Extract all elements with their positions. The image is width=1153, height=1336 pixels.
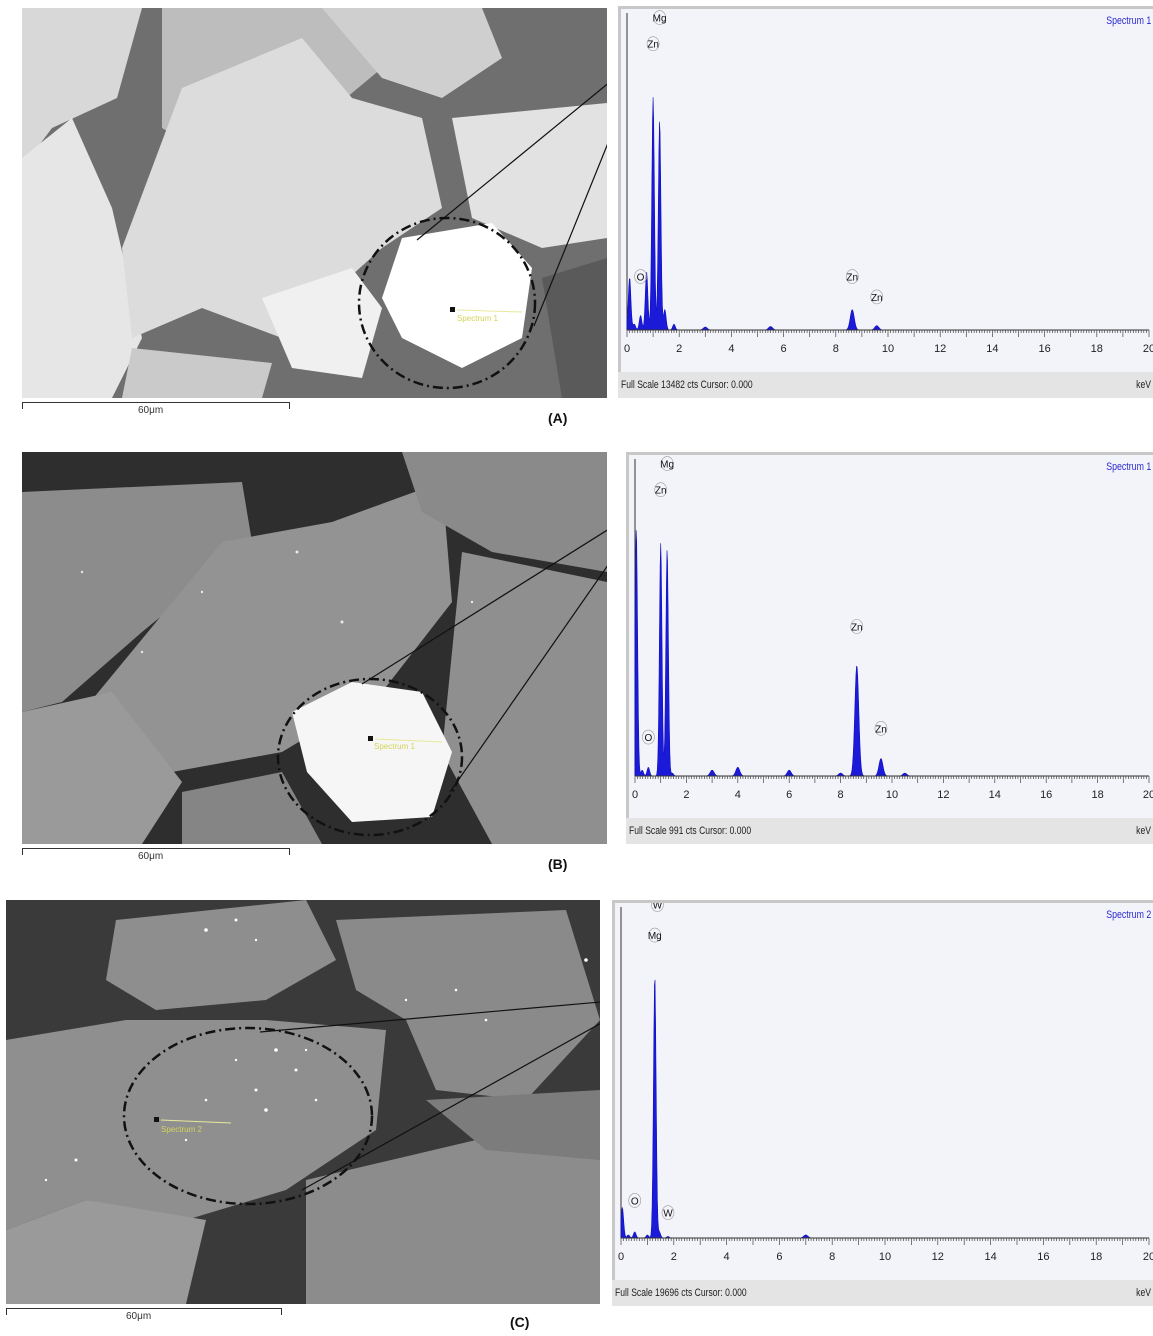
scale-bar-b: 60μm — [22, 848, 290, 862]
x-tick-label: 6 — [776, 1251, 782, 1263]
sem-image-c: Spectrum 2 — [6, 900, 600, 1304]
x-tick-label: 18 — [1090, 1251, 1102, 1263]
peak-label: Zn — [851, 623, 863, 634]
peak-label: Zn — [647, 40, 659, 51]
axis-unit: keV — [1136, 379, 1151, 391]
peak-label: O — [637, 273, 645, 284]
peak-label-marker — [850, 619, 864, 634]
scale-bar-label: 60μm — [126, 1311, 152, 1322]
peak-label: Zn — [875, 724, 887, 735]
spectrum-series — [626, 97, 1149, 331]
x-tick-label: 2 — [683, 789, 689, 801]
spectrum-title: Spectrum 1 — [1106, 15, 1151, 27]
spectrum-a: 0 2 4 6 8 10 12 14 16 18 20 Mg Zn O Zn Zn Spectrum 1 Fu… — [618, 6, 1153, 398]
panel-b: Spectrum 1 60μm (B) 0 2 4 6 8 10 12 14 16 18 20 Mg Z… — [0, 448, 1153, 888]
sem-image-a: Spectrum 1 — [22, 8, 607, 398]
x-tick-label: 8 — [829, 1251, 835, 1263]
scale-bar-a: 60μm — [22, 402, 290, 416]
peak-label-marker — [648, 927, 662, 943]
peak-label: O — [644, 733, 652, 744]
scale-bar-label: 60μm — [138, 851, 164, 862]
full-scale-readout: Full Scale 991 cts Cursor: 0.000 — [629, 825, 752, 837]
spot-label-b: Spectrum 1 — [374, 742, 415, 751]
x-tick-label: 14 — [986, 343, 998, 355]
x-tick-label: 4 — [735, 789, 741, 801]
x-tick-label: 12 — [937, 789, 949, 801]
x-tick-label: 8 — [833, 343, 839, 355]
x-tick-label: 12 — [932, 1251, 944, 1263]
peak-label: O — [631, 1196, 639, 1207]
x-tick-label: 10 — [886, 789, 898, 801]
panel-label-a: (A) — [548, 410, 568, 426]
peak-label-marker — [870, 289, 884, 305]
axis-unit: keV — [1136, 1287, 1151, 1299]
peak-label: Zn — [846, 273, 858, 284]
peak-label-marker — [660, 456, 674, 471]
x-tick-label: 6 — [786, 789, 792, 801]
spectrum-c: 0 2 4 6 8 10 12 14 16 18 20 W Mg O W Spectrum 2 Full S… — [612, 897, 1153, 1306]
full-scale-readout: Full Scale 13482 cts Cursor: 0.000 — [621, 379, 753, 391]
panel-a: Spectrum 1 60μm (A) 0 2 4 6 8 10 12 14 16 18 20 Mg Z… — [0, 0, 1153, 440]
panel-label-c: (C) — [510, 1314, 530, 1330]
peak-label: Mg — [653, 14, 667, 25]
peak-label-marker — [874, 721, 888, 736]
panel-c: Spectrum 2 60μm (C) 0 2 4 6 8 10 12 14 16 18 20 W Mg… — [0, 896, 1153, 1336]
x-tick-label: 20 — [1143, 1251, 1153, 1263]
x-tick-label: 6 — [781, 343, 787, 355]
x-tick-label: 18 — [1091, 343, 1103, 355]
peak-label: Zn — [655, 486, 667, 497]
peak-label-marker — [654, 482, 668, 498]
x-tick-label: 18 — [1091, 789, 1103, 801]
x-tick-label: 4 — [728, 343, 734, 355]
x-tick-label: 16 — [1038, 343, 1050, 355]
panel-label-b: (B) — [548, 856, 568, 872]
peak-label-marker — [845, 269, 859, 284]
spot-label-c: Spectrum 2 — [161, 1125, 202, 1134]
x-tick-label: 16 — [1040, 789, 1052, 801]
peak-label-marker — [661, 1205, 675, 1220]
spectrum-series — [620, 979, 1149, 1239]
full-scale-readout: Full Scale 19696 cts Cursor: 0.000 — [615, 1287, 747, 1299]
peak-label: Zn — [871, 293, 883, 304]
peak-label: W — [663, 1209, 673, 1220]
x-tick-label: 16 — [1037, 1251, 1049, 1263]
x-tick-label: 10 — [882, 343, 894, 355]
x-tick-label: 14 — [984, 1251, 996, 1263]
x-tick-label: 2 — [671, 1251, 677, 1263]
spot-label-a: Spectrum 1 — [457, 314, 498, 323]
x-tick-label: 0 — [624, 343, 630, 355]
spectrum-b: 0 2 4 6 8 10 12 14 16 18 20 Mg Zn O Zn Zn Spectrum 1 Fu… — [626, 452, 1153, 844]
sem-image-b: Spectrum 1 — [22, 452, 607, 844]
peak-label: Mg — [660, 460, 674, 471]
spectrum-title: Spectrum 2 — [1106, 909, 1151, 921]
spectrum-series — [634, 530, 1149, 777]
peak-label-marker — [642, 729, 655, 745]
peak-label: Mg — [648, 931, 662, 942]
peak-label-marker — [646, 36, 660, 52]
spectrum-title: Spectrum 1 — [1106, 461, 1151, 473]
x-tick-label: 8 — [838, 789, 844, 801]
peak-label-marker — [653, 10, 666, 25]
x-tick-label: 20 — [1143, 343, 1153, 355]
x-tick-label: 10 — [879, 1251, 891, 1263]
scale-bar-c: 60μm — [6, 1308, 282, 1322]
x-tick-label: 4 — [724, 1251, 730, 1263]
x-tick-label: 20 — [1143, 789, 1153, 801]
peak-label-marker — [634, 269, 647, 284]
x-tick-label: 2 — [676, 343, 682, 355]
x-tick-label: 14 — [989, 789, 1001, 801]
peak-label-marker — [628, 1193, 642, 1208]
x-tick-label: 0 — [632, 789, 638, 801]
x-tick-label: 0 — [618, 1251, 624, 1263]
scale-bar-label: 60μm — [138, 405, 164, 416]
x-tick-label: 12 — [934, 343, 946, 355]
axis-unit: keV — [1136, 825, 1151, 837]
peak-label: W — [653, 903, 663, 912]
